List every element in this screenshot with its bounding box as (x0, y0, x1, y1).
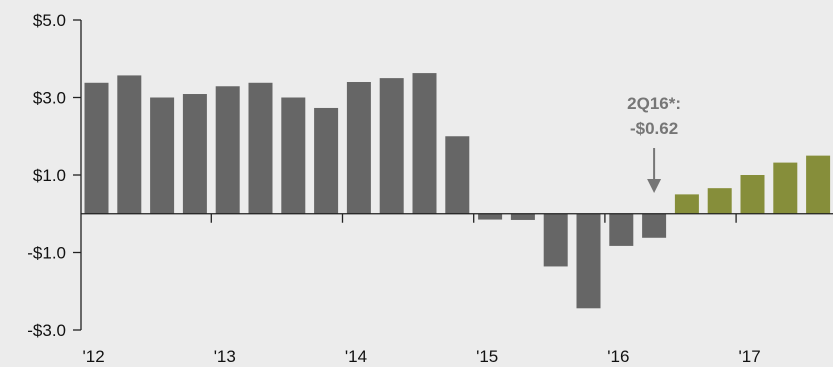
bar-2Q12 (117, 75, 142, 214)
bar-3Q16 (674, 194, 699, 214)
bar-2Q17 (773, 162, 798, 214)
bar-3Q13 (281, 97, 306, 214)
bar-1Q16 (609, 213, 634, 246)
y-axis: $5.0 $3.0 $1.0 -$1.0 -$3.0 (27, 11, 82, 340)
bar-2Q13 (248, 82, 273, 214)
y-tick-label: $5.0 (33, 11, 66, 30)
x-tick-label: '17 (739, 347, 761, 366)
x-tick-label: '13 (214, 347, 236, 366)
bar-1Q13 (215, 86, 240, 214)
bar-2Q14 (379, 78, 404, 214)
bar-1Q17 (740, 175, 765, 214)
y-tick-label: -$3.0 (27, 321, 66, 340)
bar-1Q15 (478, 213, 503, 220)
bar-1Q14 (346, 82, 371, 214)
annotation: 2Q16*: -$0.62 (627, 94, 681, 193)
bar-3Q17 (806, 155, 831, 214)
x-tick-label: '12 (83, 347, 105, 366)
bar-2Q15 (510, 213, 535, 220)
bar-3Q15 (543, 213, 568, 267)
y-tick-label: $1.0 (33, 166, 66, 185)
bar-3Q14 (412, 73, 437, 214)
bar-2Q16 (642, 213, 667, 238)
annotation-line: -$0.62 (630, 119, 678, 138)
bar-4Q15 (576, 213, 601, 309)
bar-4Q16 (707, 188, 732, 214)
x-tick-label: '15 (476, 347, 498, 366)
bar-4Q13 (314, 107, 339, 214)
bars (84, 73, 831, 309)
y-tick-label: $3.0 (33, 89, 66, 108)
x-tick-label: '14 (345, 347, 367, 366)
bar-4Q14 (445, 136, 470, 214)
y-tick-label: -$1.0 (27, 244, 66, 263)
bar-3Q12 (150, 97, 175, 214)
x-axis: '12 '13 '14 '15 '16 '17 (81, 213, 833, 366)
x-tick-label: '16 (607, 347, 629, 366)
bar-4Q12 (182, 94, 207, 214)
annotation-arrow-head (647, 179, 662, 193)
annotation-line: 2Q16*: (627, 94, 681, 113)
bar-1Q12 (84, 82, 109, 214)
